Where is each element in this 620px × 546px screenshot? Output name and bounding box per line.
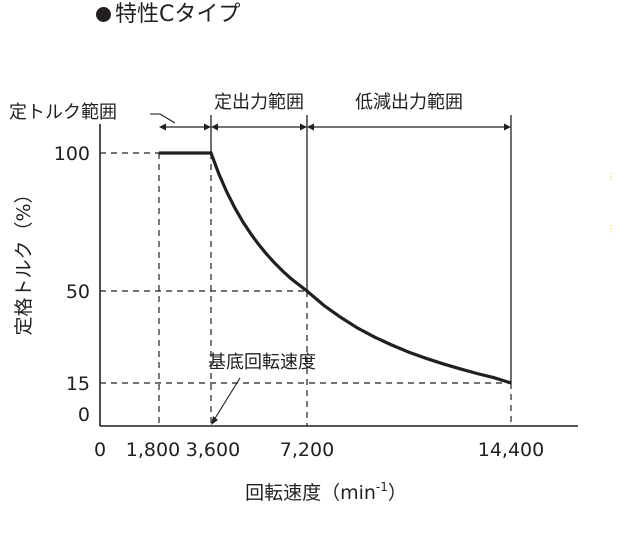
x-tick-label-3600: 3,600 [186,439,240,461]
chart-heading: 特性Cタイプ [96,0,240,30]
y-tick-label-100: 100 [54,143,90,165]
x-tick-label-1800: 1,800 [126,439,180,461]
series-line-rated-torque [159,151,512,385]
y-tick-label-0: 0 [78,404,90,426]
x-tick-label-7200: 7,200 [280,439,334,461]
annotations: 基底回転速度 [208,352,316,425]
edge-mark-top: ⁝ [609,170,613,184]
x-tick-label-14400: 14,400 [478,439,544,461]
arrow-constant-output-head-left [211,123,218,131]
dashed-guides [100,152,512,426]
annotation-leader [213,377,241,421]
region-label-reduced-output: 低減出力範囲 [355,92,463,113]
region-dividers [159,115,512,383]
x-axis-title-main: 回転速度（min [245,482,376,504]
x-axis-title-close: ） [388,482,407,504]
bullet-icon [96,7,111,22]
y-tick-label-15: 15 [66,373,90,395]
x-tick-label-0: 0 [94,439,106,461]
x-axis-title: 回転速度（min-1） [245,480,407,504]
edge-mark-bottom: ⁝ [609,222,613,236]
axes [99,124,578,427]
annotation-arrowhead [211,416,218,425]
arrow-constant-torque-head-right [204,123,211,131]
annotation-base-speed: 基底回転速度 [208,352,316,373]
region-labels: 定トルク範囲 定出力範囲 低減出力範囲 [9,92,463,124]
arrow-reduced-output-head-left [307,123,314,131]
y-tick-labels: 0 15 50 100 [54,143,90,426]
heading-text: 特性Cタイプ [115,2,241,27]
y-tick-label-50: 50 [66,281,90,303]
arrow-reduced-output-head-right [504,123,511,131]
region-label-leader-d [159,113,176,124]
arrow-constant-torque-head-left [159,123,166,131]
region-label-constant-torque: 定トルク範囲 [9,102,117,123]
arrow-constant-output-head-right [300,123,307,131]
x-tick-labels: 0 1,800 3,600 7,200 14,400 [94,439,544,461]
region-label-constant-output: 定出力範囲 [214,92,304,113]
y-axis-title: 定格トルク（%） [13,184,35,335]
x-axis-title-exponent: -1 [376,480,388,494]
